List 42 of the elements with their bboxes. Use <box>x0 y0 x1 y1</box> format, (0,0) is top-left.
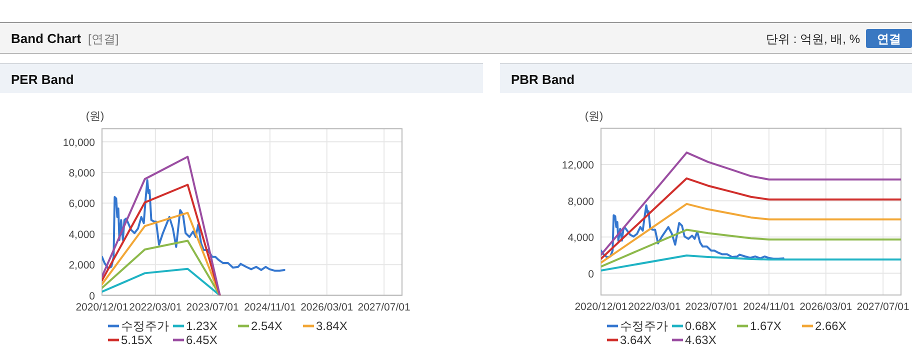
y-tick-label: 2,000 <box>68 260 96 272</box>
y-tick-label: 8,000 <box>68 167 96 180</box>
chart-title: PER Band <box>11 72 74 87</box>
y-tick-label: 0 <box>588 268 594 280</box>
legend-label: 5.15X <box>121 333 152 347</box>
legend-label: 2.54X <box>251 319 282 333</box>
y-tick-label: 0 <box>89 290 96 302</box>
x-tick-label: 2020/12/01 <box>574 301 628 313</box>
legend-label: 수정주가 <box>121 319 169 333</box>
legend-label: 3.84X <box>316 319 348 333</box>
x-tick-label: 2020/12/01 <box>76 301 128 314</box>
x-tick-label: 2022/03/01 <box>129 301 182 314</box>
y-axis-title: (원) <box>584 110 604 122</box>
legend-label: 1.23X <box>186 319 218 333</box>
x-tick-label: 2024/11/01 <box>244 301 296 314</box>
text: [연결] <box>88 32 119 46</box>
y-tick-label: 8,000 <box>568 196 594 208</box>
legend-label: 3.64X <box>620 333 652 347</box>
text: 단위 : 억원, 배, % <box>766 32 860 46</box>
text: Band Chart <box>11 31 82 46</box>
y-tick-label: 4,000 <box>568 232 594 244</box>
legend-label: 수정주가 <box>620 319 668 333</box>
y-tick-label: 10,000 <box>62 136 96 149</box>
x-tick-label: 2024/11/01 <box>743 301 795 313</box>
y-axis-title: (원) <box>86 110 104 123</box>
text: 연결 <box>877 32 901 46</box>
legend-label: 2.66X <box>815 319 846 333</box>
legend-label: 1.67X <box>750 319 782 333</box>
y-tick-label: 4,000 <box>68 228 96 241</box>
x-tick-label: 2027/07/01 <box>856 301 910 313</box>
y-tick-label: 12,000 <box>562 160 594 172</box>
x-tick-label: 2027/07/01 <box>358 301 410 314</box>
legend-label: 6.45X <box>186 333 218 347</box>
x-tick-label: 2023/07/01 <box>685 301 738 313</box>
x-tick-label: 2026/03/01 <box>800 301 852 313</box>
chart-title: PBR Band <box>511 72 575 87</box>
x-tick-label: 2026/03/01 <box>300 301 354 314</box>
legend-label: 4.63X <box>685 333 716 347</box>
y-tick-label: 6,000 <box>68 198 96 210</box>
x-tick-label: 2022/03/01 <box>628 301 681 313</box>
legend-label: 0.68X <box>685 319 716 333</box>
x-tick-label: 2023/07/01 <box>186 301 239 314</box>
